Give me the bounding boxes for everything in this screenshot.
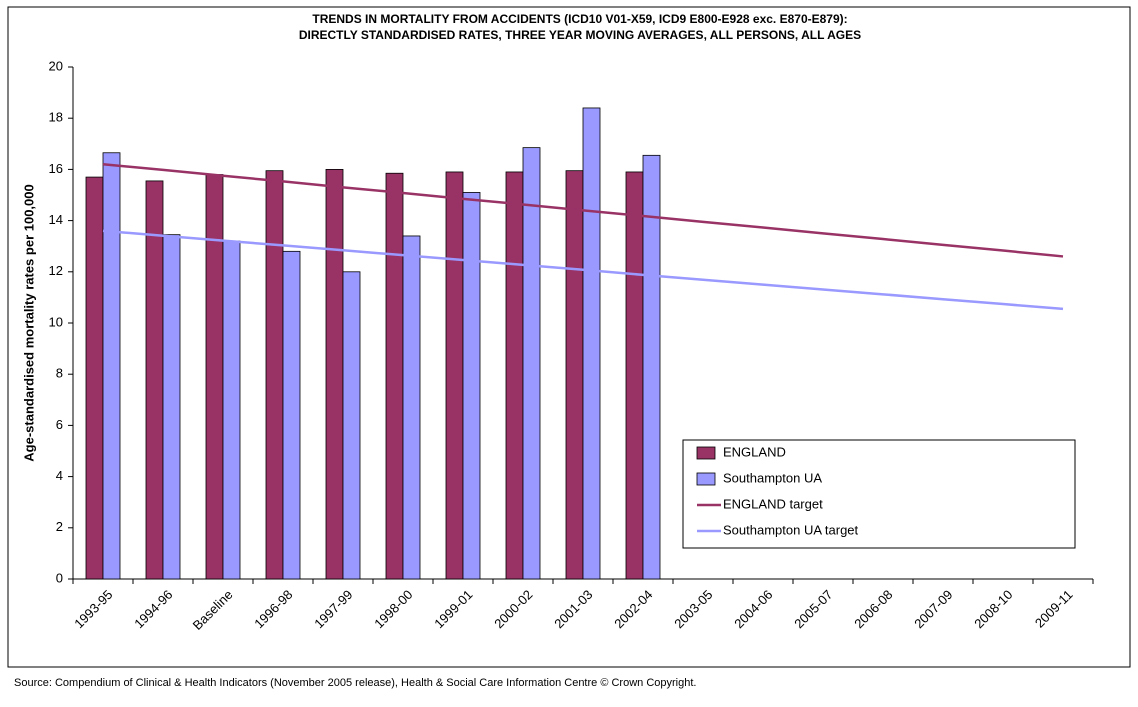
x-tick-label: 2000-02 xyxy=(491,587,535,631)
x-tick-label: 1997-99 xyxy=(311,587,355,631)
chart-title: TRENDS IN MORTALITY FROM ACCIDENTS (ICD1… xyxy=(312,12,847,26)
y-tick-label: 14 xyxy=(49,212,63,227)
bar xyxy=(505,171,524,580)
x-tick-label: 2002-04 xyxy=(611,587,655,631)
chart-title: DIRECTLY STANDARDISED RATES, THREE YEAR … xyxy=(299,28,861,42)
legend-label: Southampton UA target xyxy=(723,522,859,537)
legend-label: ENGLAND xyxy=(723,444,786,459)
bar xyxy=(162,234,181,580)
y-tick-label: 12 xyxy=(49,263,63,278)
x-tick-label: 1999-01 xyxy=(431,587,475,631)
x-tick-label: 2001-03 xyxy=(551,587,595,631)
bar xyxy=(625,171,644,580)
bar xyxy=(325,168,344,580)
bar xyxy=(522,147,541,580)
y-tick-label: 8 xyxy=(56,366,63,381)
x-tick-label: 2003-05 xyxy=(671,587,715,631)
x-tick-label: 2005-07 xyxy=(791,587,835,631)
chart-frame xyxy=(7,6,1131,668)
bar xyxy=(282,250,301,580)
bar xyxy=(402,235,421,580)
x-tick-label: 2008-10 xyxy=(971,587,1015,631)
bar xyxy=(342,271,361,580)
target-line xyxy=(102,163,1064,258)
y-axis-label: Age-standardised mortality rates per 100… xyxy=(21,184,36,461)
bar xyxy=(102,152,121,580)
y-tick-label: 4 xyxy=(56,468,63,483)
x-tick-label: Baseline xyxy=(190,587,236,633)
x-tick-label: 2007-09 xyxy=(911,587,955,631)
bar xyxy=(385,172,404,580)
bar xyxy=(565,170,584,580)
x-tick-label: 2009-11 xyxy=(1032,587,1076,631)
y-tick-label: 18 xyxy=(49,110,63,125)
y-tick-label: 0 xyxy=(56,570,63,585)
bar xyxy=(265,170,284,580)
bar xyxy=(222,240,241,580)
y-tick-label: 10 xyxy=(49,314,63,329)
bar xyxy=(145,180,164,580)
bar xyxy=(582,107,601,580)
legend-label: ENGLAND target xyxy=(723,496,823,511)
bar xyxy=(462,192,481,580)
bar xyxy=(445,171,464,580)
legend-label: Southampton UA xyxy=(723,470,822,485)
x-tick-label: 2004-06 xyxy=(731,587,775,631)
bar xyxy=(85,176,104,580)
target-line xyxy=(102,229,1064,311)
x-tick-label: 1993-95 xyxy=(71,587,115,631)
bar xyxy=(205,174,224,580)
x-tick-label: 1996-98 xyxy=(251,587,295,631)
legend-swatch xyxy=(696,472,716,486)
y-tick-label: 2 xyxy=(56,519,63,534)
y-tick-label: 20 xyxy=(49,58,63,73)
y-tick-label: 16 xyxy=(49,161,63,176)
x-tick-label: 1994-96 xyxy=(131,587,175,631)
x-tick-label: 2006-08 xyxy=(851,587,895,631)
y-tick-label: 6 xyxy=(56,417,63,432)
x-tick-label: 1998-00 xyxy=(371,587,415,631)
legend-swatch xyxy=(696,446,716,460)
legend-box xyxy=(682,439,1076,549)
source-note: Source: Compendium of Clinical & Health … xyxy=(14,677,696,689)
bar xyxy=(642,154,661,580)
